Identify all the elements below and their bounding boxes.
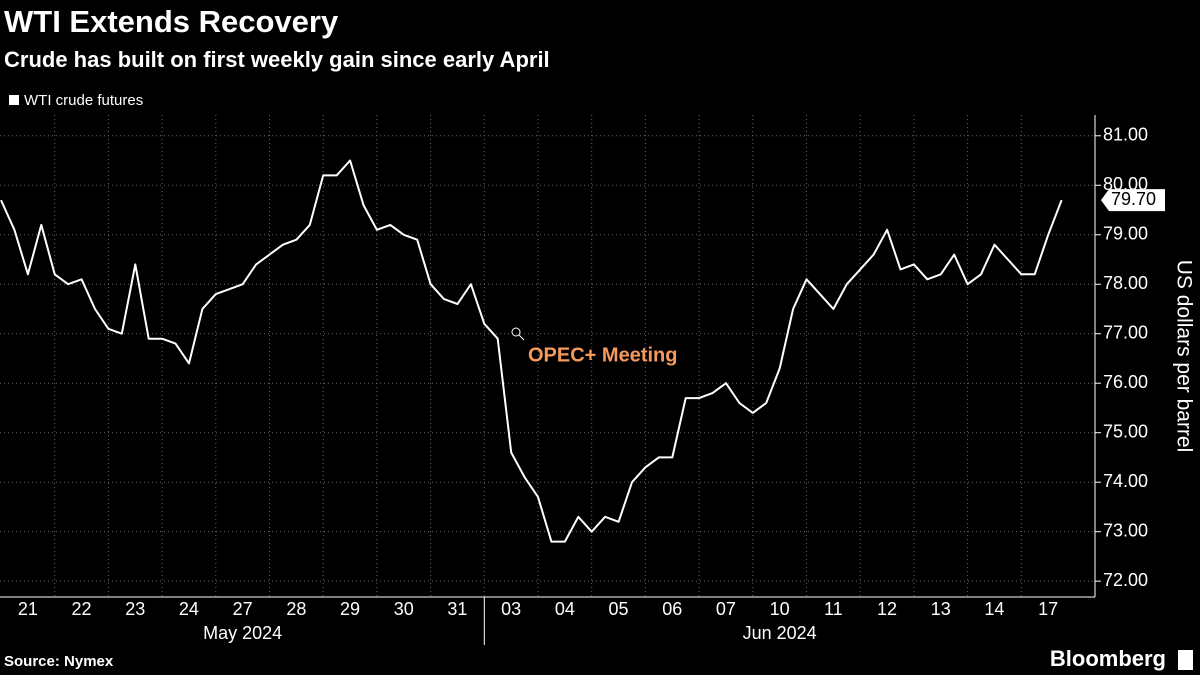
y-tick-label: 81.00 (1103, 125, 1148, 145)
y-tick-label: 74.00 (1103, 471, 1148, 491)
x-tick-label: 17 (1038, 599, 1058, 619)
source: Source: Nymex (4, 653, 114, 670)
legend-swatch (9, 95, 19, 105)
x-tick-label: 24 (179, 599, 199, 619)
price-line (0, 159, 1063, 543)
y-tick-label: 75.00 (1103, 421, 1148, 441)
y-tick-label: 77.00 (1103, 322, 1148, 342)
chart-title: WTI Extends Recovery (4, 4, 339, 39)
last-value-label: 79.70 (1111, 189, 1156, 209)
x-tick-label: 28 (286, 599, 306, 619)
x-tick-label: 13 (931, 599, 951, 619)
y-tick-label: 78.00 (1103, 273, 1148, 293)
x-tick-label: 11 (824, 599, 843, 619)
annotation: OPEC+ Meeting (528, 344, 677, 366)
y-tick-label: 76.00 (1103, 372, 1148, 392)
y-tick-label: 72.00 (1103, 570, 1148, 590)
x-group-label: May 2024 (203, 623, 282, 643)
y-tick-label: 79.00 (1103, 224, 1148, 244)
x-tick-label: 04 (555, 599, 575, 619)
x-tick-label: 06 (662, 599, 682, 619)
x-tick-label: 03 (501, 599, 521, 619)
x-tick-label: 22 (72, 599, 92, 619)
legend-label: WTI crude futures (24, 92, 143, 109)
x-tick-label: 29 (340, 599, 360, 619)
x-group-label: Jun 2024 (743, 623, 817, 643)
x-tick-label: 31 (447, 599, 467, 619)
x-tick-label: 27 (233, 599, 253, 619)
annotation-leader (518, 334, 525, 341)
x-tick-label: 30 (394, 599, 414, 619)
annotation-marker (511, 327, 521, 337)
chart-subtitle: Crude has built on first weekly gain sin… (4, 47, 550, 72)
x-tick-label: 14 (984, 599, 1004, 619)
x-tick-label: 05 (609, 599, 629, 619)
x-tick-label: 12 (877, 599, 897, 619)
x-tick-label: 21 (18, 599, 38, 619)
x-tick-label: 23 (125, 599, 145, 619)
x-tick-label: 07 (716, 599, 736, 619)
brand-icon (1178, 650, 1193, 670)
x-tick-label: 10 (770, 599, 790, 619)
y-tick-label: 80.00 (1103, 174, 1148, 194)
y-tick-label: 73.00 (1103, 520, 1148, 540)
y-axis-label: US dollars per barrel (1172, 260, 1195, 453)
brand: Bloomberg (1050, 646, 1166, 671)
last-value-box (1101, 189, 1165, 212)
